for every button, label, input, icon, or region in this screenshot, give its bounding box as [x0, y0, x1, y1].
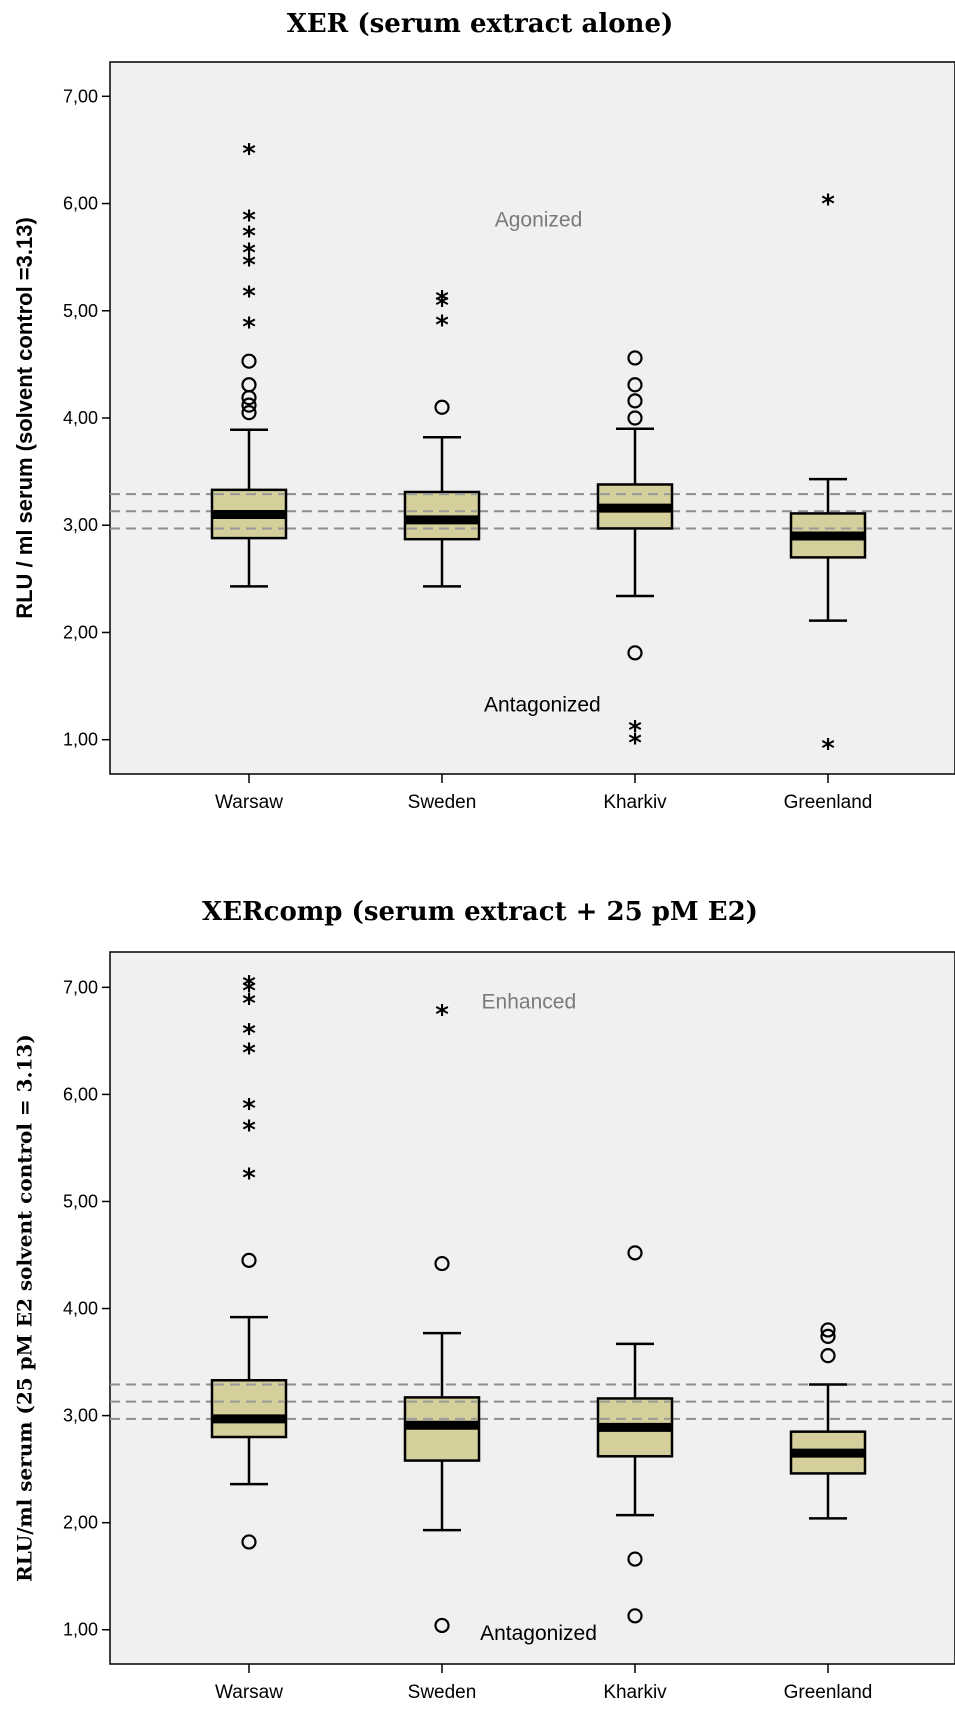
- extreme-star: *: [242, 221, 256, 251]
- extreme-star: *: [435, 1000, 449, 1030]
- x-tick-label: Sweden: [408, 792, 477, 813]
- box-greenland: [789, 1322, 867, 1520]
- extreme-star: *: [242, 139, 256, 169]
- y-tick-label: 7,00: [63, 977, 98, 997]
- extreme-star: *: [628, 716, 642, 746]
- outlier-circle: [241, 1252, 257, 1268]
- extreme-star: *: [242, 313, 256, 343]
- y-tick-label: 2,00: [63, 1513, 98, 1533]
- extreme-star: *: [242, 1094, 256, 1124]
- chart-title: XER (serum extract alone): [287, 9, 674, 39]
- extreme-star: *: [242, 250, 256, 280]
- box-warsaw: *******: [210, 139, 288, 588]
- outlier-circle: [627, 393, 643, 409]
- outlier-circle: [627, 1608, 643, 1624]
- chart-2: XERcomp (serum extract + 25 pM E2) RLU/ml…: [13, 897, 955, 1703]
- y-tick-label: 1,00: [63, 1620, 98, 1640]
- y-tick-label: 3,00: [63, 515, 98, 535]
- x-tick-label: Greenland: [784, 792, 873, 813]
- extreme-star: *: [242, 205, 256, 235]
- chart-1: XER (serum extract alone) RLU / ml serum …: [12, 9, 955, 813]
- y-tick-label: 3,00: [63, 1406, 98, 1426]
- outlier-circle: [627, 410, 643, 426]
- y-tick-label: 2,00: [63, 622, 98, 642]
- box-greenland: **: [789, 189, 867, 764]
- outlier-circle: [241, 1534, 257, 1550]
- box-kharkiv: [596, 1245, 674, 1624]
- x-tick-label: Sweden: [408, 1682, 477, 1703]
- outlier-circle: [241, 353, 257, 369]
- annotation-label: Agonized: [495, 209, 583, 232]
- extreme-star: *: [242, 971, 256, 1001]
- annotation-label: Antagonized: [484, 693, 601, 716]
- box-sweden: *: [403, 1000, 481, 1634]
- x-tick-label: Warsaw: [215, 792, 283, 813]
- outlier-circle: [434, 399, 450, 415]
- box-iqr: [210, 1379, 288, 1439]
- plot-area: [109, 951, 955, 1665]
- outlier-circle: [627, 377, 643, 393]
- outlier-circle: [627, 350, 643, 366]
- y-tick-label: 5,00: [63, 1191, 98, 1211]
- outlier-circle: [820, 1322, 836, 1338]
- extreme-star: *: [821, 189, 835, 219]
- outlier-circle: [241, 377, 257, 393]
- extreme-star: *: [628, 729, 642, 759]
- y-tick-label: 5,00: [63, 301, 98, 321]
- y-tick-label: 1,00: [63, 730, 98, 750]
- y-tick-label: 6,00: [63, 1084, 98, 1104]
- plot-area: [109, 61, 955, 775]
- extreme-star: *: [821, 734, 835, 764]
- y-axis-label: RLU/ml serum (25 pM E2 solvent control =…: [13, 1034, 37, 1582]
- y-tick-label: 4,00: [63, 1299, 98, 1319]
- x-tick-label: Warsaw: [215, 1682, 283, 1703]
- extreme-star: *: [435, 286, 449, 316]
- y-tick-label: 4,00: [63, 408, 98, 428]
- extreme-star: *: [242, 976, 256, 1006]
- y-axis-label: RLU / ml serum (solvent control =3.13): [12, 217, 37, 619]
- outlier-circle: [627, 1551, 643, 1567]
- extreme-star: *: [242, 1038, 256, 1068]
- extreme-star: *: [242, 239, 256, 269]
- annotation-label: Enhanced: [482, 990, 577, 1013]
- extreme-star: *: [242, 989, 256, 1019]
- extreme-star: *: [242, 282, 256, 312]
- box-warsaw: ********: [210, 971, 288, 1550]
- box-sweden: ***: [403, 286, 481, 588]
- outlier-circle: [434, 1617, 450, 1634]
- outlier-circle: [627, 1245, 643, 1261]
- outlier-circle: [434, 1255, 450, 1272]
- extreme-star: *: [242, 1164, 256, 1194]
- box-kharkiv: **: [596, 350, 674, 759]
- annotation-label: Antagonized: [480, 1622, 597, 1645]
- y-tick-label: 7,00: [63, 86, 98, 106]
- extreme-star: *: [242, 1019, 256, 1049]
- x-tick-label: Greenland: [784, 1682, 873, 1703]
- x-tick-label: Kharkiv: [603, 1682, 667, 1703]
- chart-title: XERcomp (serum extract + 25 pM E2): [202, 897, 758, 927]
- outlier-circle: [820, 1348, 836, 1364]
- outlier-circle: [820, 1328, 836, 1344]
- y-tick-label: 6,00: [63, 194, 98, 214]
- x-tick-label: Kharkiv: [603, 792, 667, 813]
- extreme-star: *: [242, 1116, 256, 1146]
- outlier-circle: [627, 645, 643, 661]
- extreme-star: *: [435, 310, 449, 340]
- extreme-star: *: [435, 291, 449, 321]
- outlier-circle: [241, 397, 257, 413]
- outlier-circle: [241, 405, 257, 421]
